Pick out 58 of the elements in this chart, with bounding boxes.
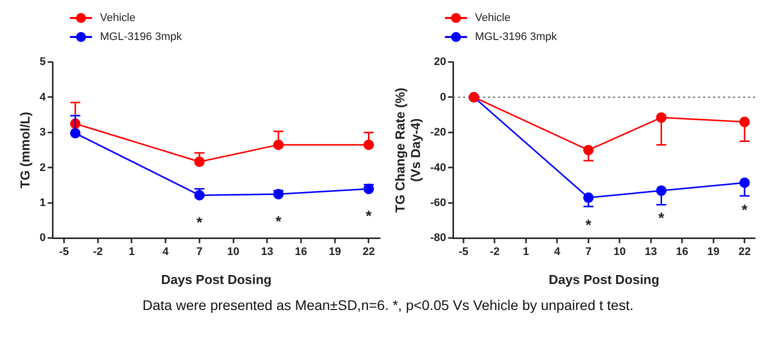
point — [70, 128, 81, 138]
x-tick-label: -5 — [458, 246, 468, 258]
legend-label: Vehicle — [100, 12, 136, 24]
y-axis-title: TG Change Rate (%) (Vs Day-4) — [392, 88, 423, 213]
point — [656, 185, 667, 196]
annotation: * — [742, 202, 748, 219]
x-tick-label: -5 — [59, 246, 69, 258]
point — [656, 112, 667, 123]
y-tick-label: -80 — [430, 232, 446, 244]
x-tick-label: 16 — [676, 246, 688, 258]
x-tick-label: 16 — [294, 246, 308, 258]
y-tick-label: 20 — [434, 56, 446, 68]
point — [194, 190, 205, 200]
annotation: * — [366, 208, 372, 226]
legend-label: MGL-3196 3mpk — [475, 30, 557, 42]
y-tick-label: -40 — [430, 162, 446, 174]
x-tick-label: 7 — [585, 246, 592, 258]
x-tick-label: 22 — [362, 246, 375, 258]
x-tick-label: 13 — [644, 246, 658, 258]
y-tick-label: -20 — [430, 126, 446, 139]
annotation: * — [658, 210, 664, 227]
y-tick-label: 0 — [440, 91, 446, 104]
x-tick-label: 7 — [196, 246, 202, 258]
y-tick-label: 2 — [40, 162, 46, 174]
point — [583, 192, 594, 203]
x-tick-label: 1 — [128, 246, 135, 258]
y-tick-label: 3 — [40, 126, 46, 139]
y-tick-label: 4 — [40, 91, 47, 104]
annotation: * — [586, 216, 592, 234]
y-tick-label: 1 — [40, 196, 46, 209]
x-tick-label: 10 — [227, 246, 240, 258]
x-tick-label: 4 — [554, 246, 562, 258]
x-tick-label: 1 — [522, 246, 530, 258]
y-tick-label: -60 — [430, 196, 446, 209]
x-tick-label: 22 — [738, 246, 751, 258]
point — [583, 144, 594, 156]
text: Data were presented as Mean±SD,n=6. *, p<0.05 Vs Vehicle by unpaired t test. — [142, 297, 634, 313]
y-tick-label: 0 — [40, 232, 46, 244]
annotation: * — [196, 214, 203, 232]
y-axis-title: TG (mmol/L) — [17, 112, 32, 188]
x-tick-label: 19 — [707, 246, 720, 258]
point — [739, 116, 750, 128]
point — [363, 140, 374, 150]
x-tick-label: 10 — [614, 246, 626, 258]
x-tick-label: -2 — [490, 246, 500, 258]
legend-label: Vehicle — [475, 12, 510, 24]
x-tick-label: 19 — [328, 246, 341, 258]
y-tick-label: 5 — [40, 56, 46, 68]
x-tick-label: -2 — [92, 246, 103, 258]
x-axis-title: Days Post Dosing — [161, 272, 272, 287]
legend-label: MGL-3196 3mpk — [100, 30, 182, 42]
x-tick-label: 13 — [261, 246, 274, 258]
annotation: * — [276, 213, 282, 230]
x-tick-label: 4 — [162, 246, 170, 258]
point — [739, 177, 750, 188]
x-axis-title: Days Post Dosing — [548, 272, 660, 287]
point — [273, 140, 284, 150]
point — [194, 156, 205, 167]
